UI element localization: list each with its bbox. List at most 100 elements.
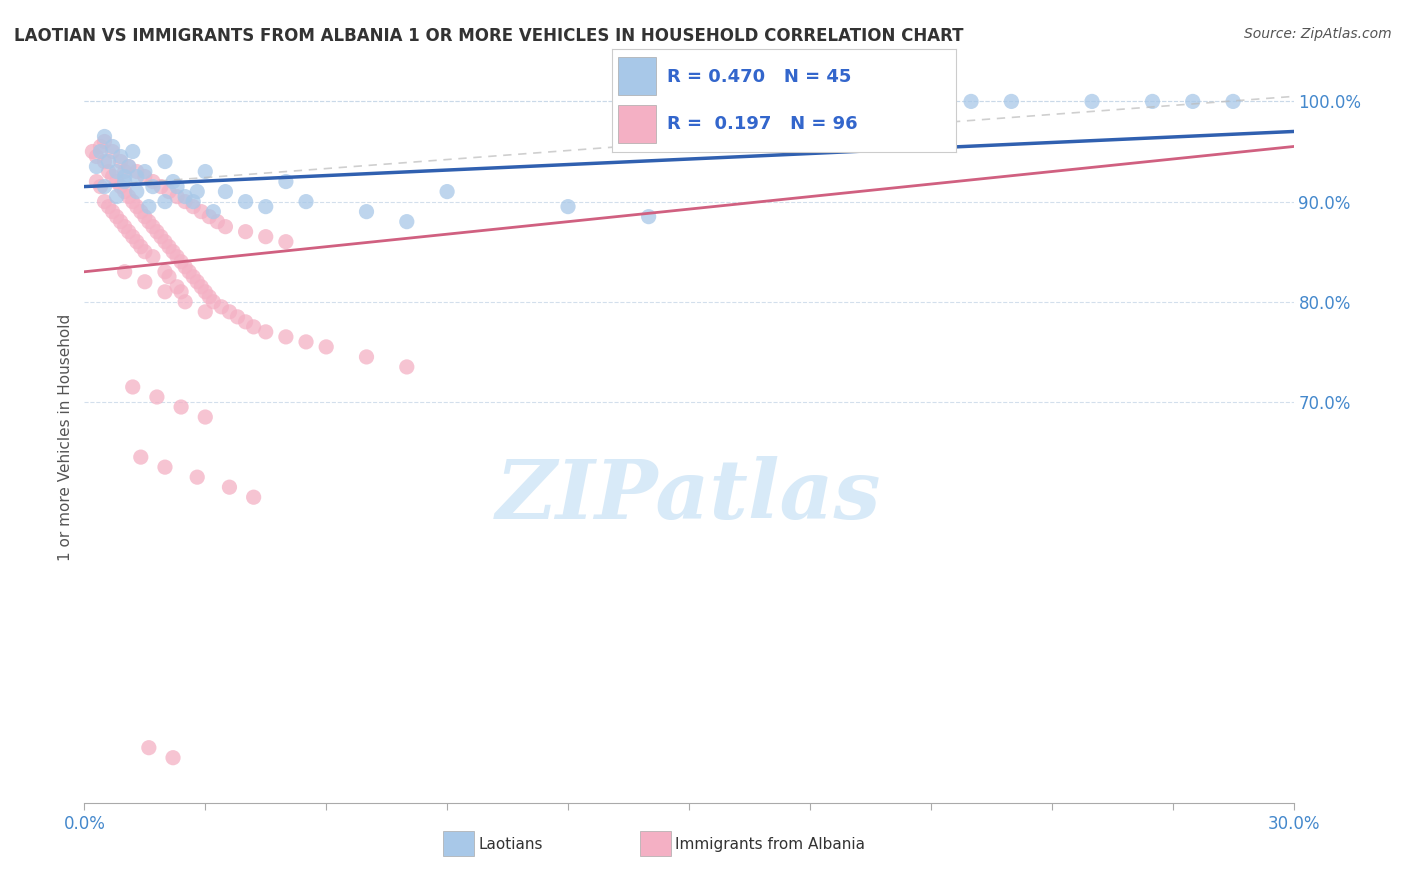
Point [181,269,204,284]
Point [274,235,297,249]
Point [637,210,659,224]
Point [1181,95,1204,109]
FancyBboxPatch shape [619,57,657,95]
Point [174,260,197,274]
Point [129,204,152,219]
Point [110,179,132,194]
Point [181,200,204,214]
Point [157,185,180,199]
Point [190,204,212,219]
Point [859,95,882,109]
Point [134,275,156,289]
Point [153,235,176,249]
Point [101,139,124,153]
Point [170,285,193,299]
Y-axis label: 1 or more Vehicles in Household: 1 or more Vehicles in Household [58,313,73,561]
Point [118,160,141,174]
Point [198,290,221,304]
Point [198,210,221,224]
Point [105,189,128,203]
Point [254,229,277,244]
Point [146,225,169,239]
Point [110,154,132,169]
Point [295,334,318,349]
Point [166,189,188,203]
Point [97,154,120,169]
Point [105,175,128,189]
Point [254,200,277,214]
Point [125,235,148,249]
Point [93,179,115,194]
Text: R = 0.470   N = 45: R = 0.470 N = 45 [666,68,851,86]
Point [146,390,169,404]
Point [153,194,176,209]
Point [1081,95,1104,109]
Point [254,325,277,339]
Point [142,250,165,264]
Point [174,294,197,309]
Point [134,164,156,178]
Point [202,294,225,309]
Point [89,179,111,194]
Point [93,194,115,209]
Point [97,200,120,214]
Point [174,194,197,209]
Point [1000,95,1022,109]
Point [190,280,212,294]
Point [118,225,141,239]
FancyBboxPatch shape [619,105,657,144]
Point [93,154,115,169]
Point [166,179,188,194]
Point [960,95,983,109]
Point [157,240,180,254]
Point [194,164,217,178]
Point [93,135,115,149]
Point [86,175,108,189]
Point [166,280,188,294]
Point [149,179,172,194]
Point [900,95,922,109]
Point [142,219,165,234]
Point [1142,95,1164,109]
Point [101,204,124,219]
Point [194,305,217,319]
Point [82,145,104,159]
Text: ZIPatlas: ZIPatlas [496,456,882,535]
Point [129,450,152,464]
Point [170,400,193,414]
Point [181,194,204,209]
Point [162,244,184,259]
Point [315,340,337,354]
Point [214,219,236,234]
Text: Laotians: Laotians [478,838,543,852]
Point [114,219,136,234]
Point [166,250,188,264]
Point [274,175,297,189]
Point [557,200,579,214]
Point [86,160,108,174]
Point [153,285,176,299]
Point [174,189,197,203]
Point [114,175,136,189]
Point [89,139,111,153]
Point [110,214,132,228]
Point [125,164,148,178]
Point [121,194,143,209]
Point [93,129,115,144]
Point [214,185,236,199]
Point [138,200,160,214]
Point [153,265,176,279]
Point [134,244,156,259]
Point [202,204,225,219]
Point [121,145,143,159]
Text: Source: ZipAtlas.com: Source: ZipAtlas.com [1244,27,1392,41]
Point [125,169,148,184]
Point [114,185,136,199]
Point [186,185,208,199]
Point [170,254,193,268]
Point [235,194,257,209]
Point [114,164,136,178]
Point [86,149,108,163]
Point [138,740,160,755]
Point [153,154,176,169]
